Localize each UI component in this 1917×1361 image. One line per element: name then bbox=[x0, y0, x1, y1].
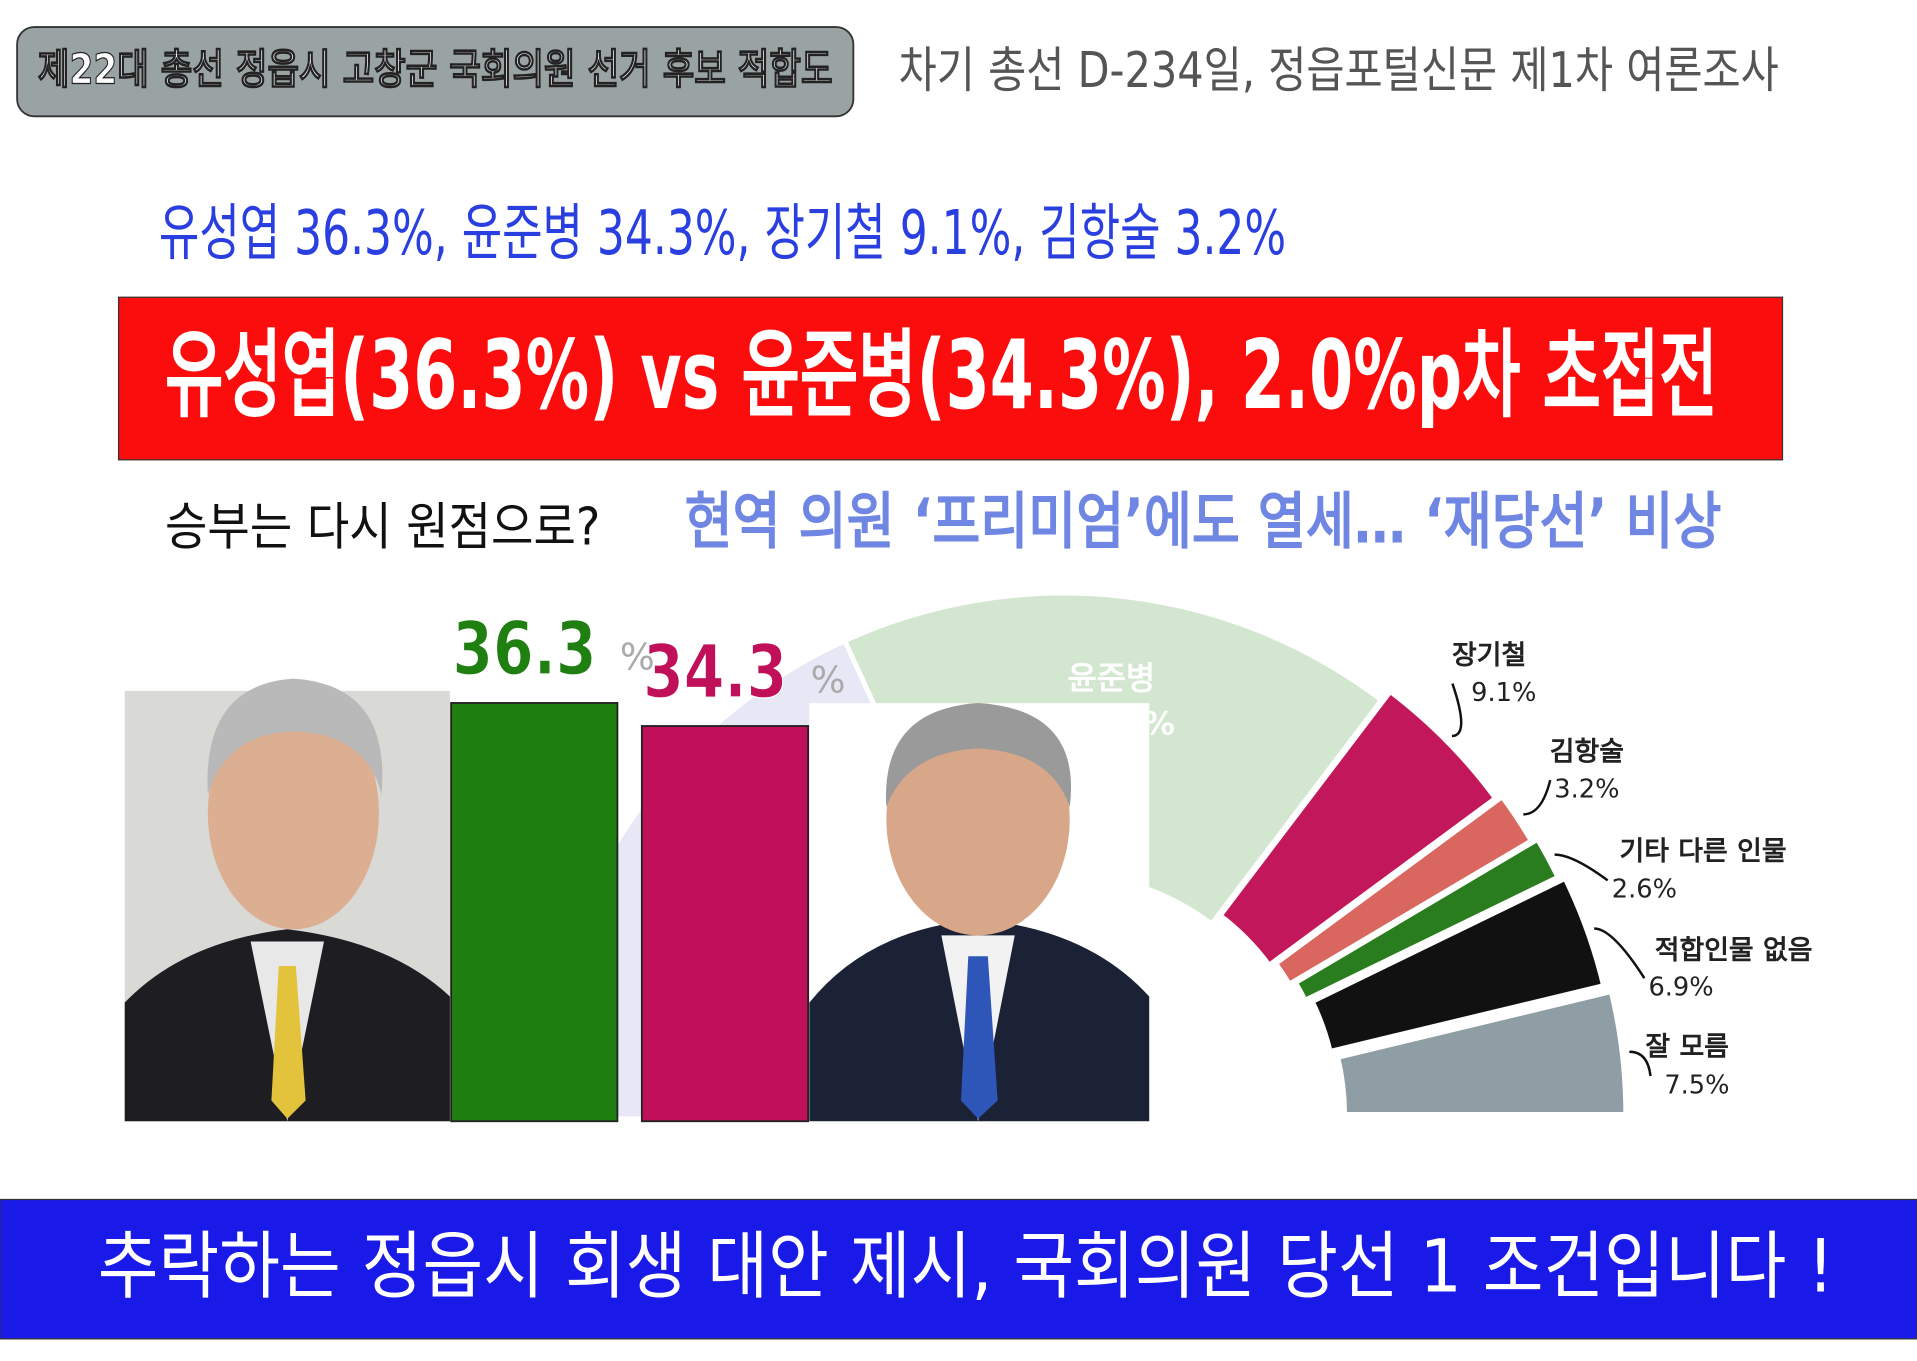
headline-box bbox=[117, 296, 1784, 461]
slice-value-label: 6.9% bbox=[1648, 972, 1713, 1002]
slice-label: 김항술 bbox=[1550, 737, 1624, 768]
bar-value-label: 36.3 bbox=[452, 607, 596, 692]
header-label: 제22대 총선 정읍시 고창군 국회의원 선거 후보 적합도 bbox=[38, 44, 833, 93]
header-badge bbox=[16, 26, 855, 118]
leader-line bbox=[1523, 779, 1552, 816]
summary: 유성엽 36.3%, 윤준병 34.3%, 장기철 9.1%, 김항술 3.2% bbox=[159, 198, 1286, 269]
headline: 유성엽(36.3%) vs 윤준병(34.3%), 2.0%p차 초접전 bbox=[165, 320, 1718, 431]
footer-box bbox=[0, 1198, 1917, 1340]
subheadline: 현역 의원 ‘프리미엄’에도 열세… ‘재당선’ 비상 bbox=[685, 486, 1722, 557]
leader-line bbox=[1594, 927, 1646, 979]
bar-unit-label: % bbox=[620, 635, 655, 678]
slice-value-label: 9.1% bbox=[1471, 678, 1536, 708]
slice-label: 기타 다른 인물 bbox=[1620, 836, 1787, 867]
slice-value-label: 7.5% bbox=[1664, 1070, 1729, 1100]
slice-label: 잘 모름 bbox=[1645, 1031, 1729, 1062]
leader-line bbox=[1451, 683, 1463, 738]
header-subtitle: 차기 총선 D-234일, 정읍포털신문 제1차 여론조사 bbox=[899, 42, 1779, 99]
pie-slice bbox=[1309, 875, 1607, 1055]
leader-line bbox=[1554, 853, 1609, 882]
bar bbox=[640, 725, 810, 1123]
question: 승부는 다시 원점으로? bbox=[165, 498, 600, 558]
bar-unit-label: % bbox=[811, 658, 846, 701]
photo-right bbox=[809, 703, 1150, 1122]
slice-value-label: 3.2% bbox=[1554, 774, 1619, 804]
slice-label: 장기철 bbox=[1452, 640, 1526, 671]
pie-slice bbox=[1292, 836, 1562, 1004]
slice-label: 윤준병 bbox=[1067, 661, 1155, 697]
footer: 추락하는 정읍시 회생 대안 제시, 국회의원 당선 1 조건입니다 ! bbox=[98, 1225, 1834, 1310]
bar-value-label: 34.3 bbox=[643, 630, 787, 715]
leader-line bbox=[1629, 1050, 1652, 1077]
photo-left bbox=[124, 678, 450, 1122]
bar bbox=[450, 702, 619, 1123]
bar-chart: 36.3 %34.3% bbox=[450, 606, 846, 1123]
slice-value-label: 2.6% bbox=[1612, 875, 1677, 905]
slice-label: 적합인물 없음 bbox=[1655, 935, 1813, 966]
pie-slice bbox=[1272, 793, 1535, 988]
pie-slice bbox=[1216, 688, 1499, 969]
pie-slice bbox=[1334, 988, 1629, 1117]
